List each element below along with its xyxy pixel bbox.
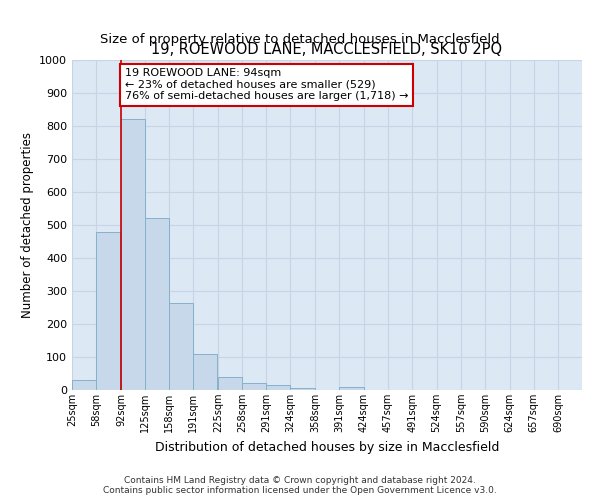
Text: Contains HM Land Registry data © Crown copyright and database right 2024.
Contai: Contains HM Land Registry data © Crown c… — [103, 476, 497, 495]
Bar — [242, 384, 266, 390]
X-axis label: Distribution of detached houses by size in Macclesfield: Distribution of detached houses by size … — [155, 440, 499, 454]
Bar — [121, 120, 145, 390]
Y-axis label: Number of detached properties: Number of detached properties — [20, 132, 34, 318]
Bar — [266, 385, 290, 390]
Bar — [72, 380, 96, 390]
Text: 19 ROEWOOD LANE: 94sqm
← 23% of detached houses are smaller (529)
76% of semi-de: 19 ROEWOOD LANE: 94sqm ← 23% of detached… — [125, 68, 408, 102]
Bar — [218, 378, 242, 390]
Bar — [96, 232, 120, 390]
Bar — [145, 218, 169, 390]
Text: Size of property relative to detached houses in Macclesfield: Size of property relative to detached ho… — [100, 32, 500, 46]
Bar — [169, 303, 193, 390]
Bar — [193, 354, 217, 390]
Title: 19, ROEWOOD LANE, MACCLESFIELD, SK10 2PQ: 19, ROEWOOD LANE, MACCLESFIELD, SK10 2PQ — [151, 42, 503, 58]
Bar — [340, 388, 364, 390]
Bar — [290, 388, 314, 390]
